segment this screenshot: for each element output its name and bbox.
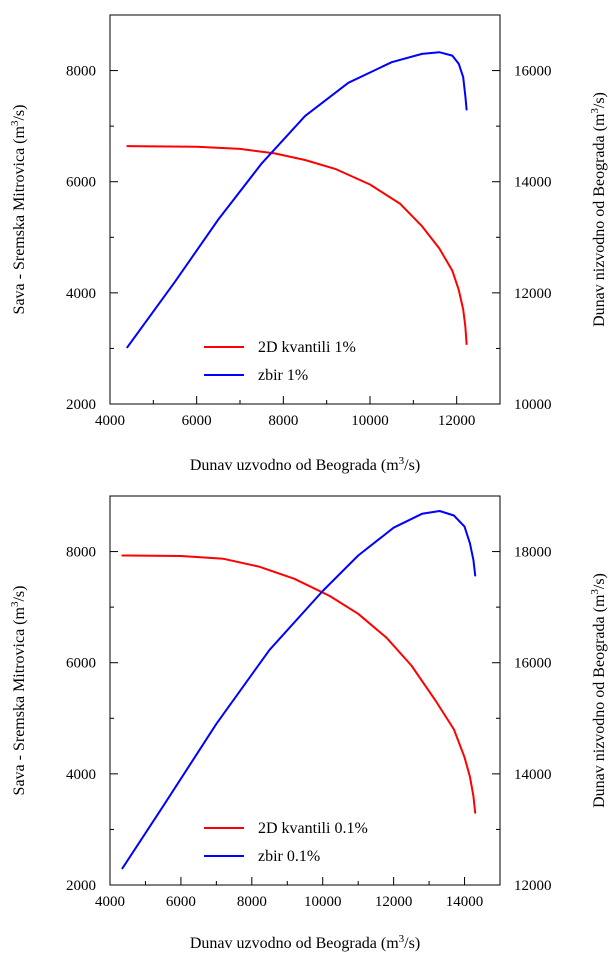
y-right-tick-label: 16000 xyxy=(514,656,552,672)
y-left-tick-label: 6000 xyxy=(66,175,96,191)
series-line-1 xyxy=(126,145,468,345)
x-tick-label: 4000 xyxy=(95,894,125,910)
y-left-tick-label: 4000 xyxy=(66,767,96,783)
y-left-tick-label: 6000 xyxy=(66,656,96,672)
x-tick-label: 4000 xyxy=(95,413,125,429)
x-tick-label: 10000 xyxy=(351,413,389,429)
y-left-tick-label: 8000 xyxy=(66,64,96,80)
legend-label-2: zbir 0.1% xyxy=(258,848,320,865)
y-right-tick-label: 12000 xyxy=(514,286,552,302)
y-left-tick-label: 4000 xyxy=(66,286,96,302)
series-line-2 xyxy=(121,510,477,870)
x-tick-label: 12000 xyxy=(438,413,476,429)
y-right-axis-label: Dunav nizvodno od Beograda (m3/s) xyxy=(589,573,608,808)
x-axis-label: Dunav uzvodno od Beograda (m3/s) xyxy=(190,455,420,474)
y-left-axis-label: Sava - Sremska Mitrovica (m3/s) xyxy=(9,105,28,315)
x-tick-label: 8000 xyxy=(268,413,298,429)
x-tick-label: 6000 xyxy=(182,413,212,429)
y-right-tick-label: 14000 xyxy=(514,767,552,783)
plot-frame xyxy=(109,14,501,405)
y-right-axis-label: Dunav nizvodno od Beograda (m3/s) xyxy=(589,92,608,327)
legend-label-1: 2D kvantili 0.1% xyxy=(258,820,368,837)
x-tick-label: 12000 xyxy=(375,894,413,910)
y-right-tick-label: 14000 xyxy=(514,175,552,191)
legend-label-2: zbir 1% xyxy=(258,367,308,384)
y-left-tick-label: 2000 xyxy=(66,397,96,413)
plot-frame xyxy=(109,495,501,886)
series-line-1 xyxy=(121,554,477,814)
x-tick-label: 14000 xyxy=(446,894,484,910)
y-left-tick-label: 8000 xyxy=(66,545,96,561)
x-tick-label: 8000 xyxy=(237,894,267,910)
y-left-tick-label: 2000 xyxy=(66,878,96,894)
y-right-tick-label: 10000 xyxy=(514,397,552,413)
y-right-tick-label: 12000 xyxy=(514,878,552,894)
x-tick-label: 10000 xyxy=(304,894,342,910)
series-line-2 xyxy=(126,51,468,349)
y-right-tick-label: 16000 xyxy=(514,64,552,80)
x-tick-label: 6000 xyxy=(166,894,196,910)
x-axis-label: Dunav uzvodno od Beograda (m3/s) xyxy=(190,933,420,952)
y-left-axis-label: Sava - Sremska Mitrovica (m3/s) xyxy=(9,586,28,796)
legend-label-1: 2D kvantili 1% xyxy=(258,339,356,356)
chart-panel-1: 4000 6000 8000 10000 12000200040006000800010… xyxy=(9,14,608,474)
y-right-tick-label: 18000 xyxy=(514,545,552,561)
chart-panel-2: 4000 6000 8000 10000 12000 140002000400060008… xyxy=(9,495,608,952)
